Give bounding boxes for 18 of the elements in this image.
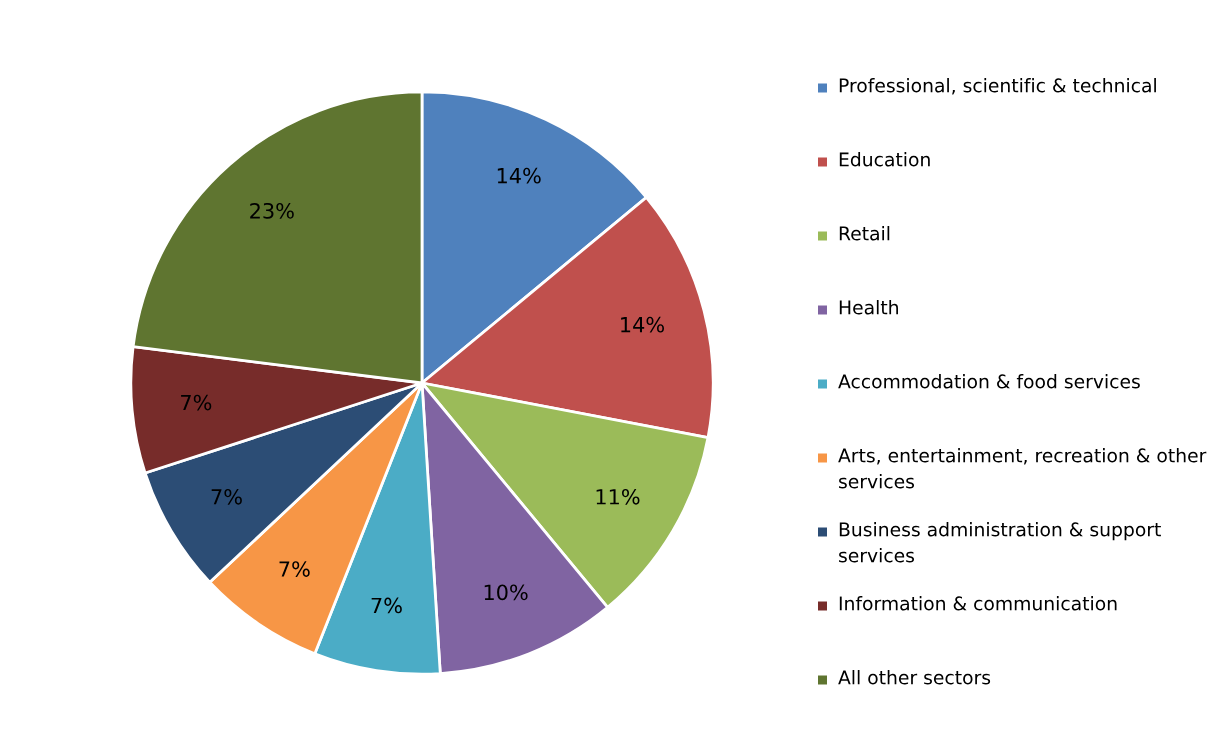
legend-label: Retail — [839, 226, 890, 241]
legend-label: All other sectors — [838, 670, 991, 685]
legend-label: Education — [839, 152, 930, 167]
legend-label: Business administration & support services — [839, 522, 1161, 563]
data-label: 7% — [211, 488, 242, 505]
data-label: 10% — [484, 584, 528, 601]
legend-label: Arts, entertainment, recreation & other services — [838, 448, 1207, 489]
legend-label: Information & communication — [839, 596, 1117, 611]
data-label: 23% — [250, 202, 294, 219]
data-label: 14% — [621, 316, 664, 333]
data-label: 14% — [497, 167, 541, 184]
legend-label: Professional, scientific & technical — [839, 78, 1156, 95]
data-label: 7% — [279, 561, 310, 577]
data-label: 11% — [596, 488, 640, 505]
data-label: 7% — [371, 597, 402, 614]
legend-label: Accommodation & food services — [838, 374, 1140, 389]
data-label: 7% — [181, 394, 212, 411]
legend-label: Health — [839, 300, 898, 315]
